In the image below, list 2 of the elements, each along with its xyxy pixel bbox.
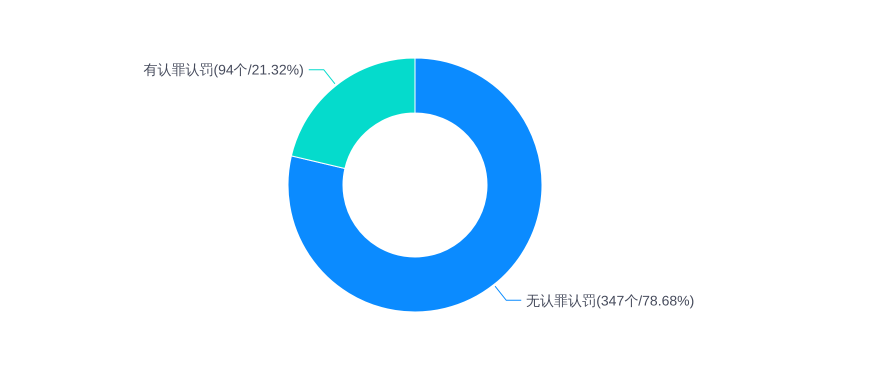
slice-label: 无认罪认罚(347个/78.68%) — [526, 292, 694, 308]
slice-label: 有认罪认罚(94个/21.32%) — [143, 62, 304, 78]
